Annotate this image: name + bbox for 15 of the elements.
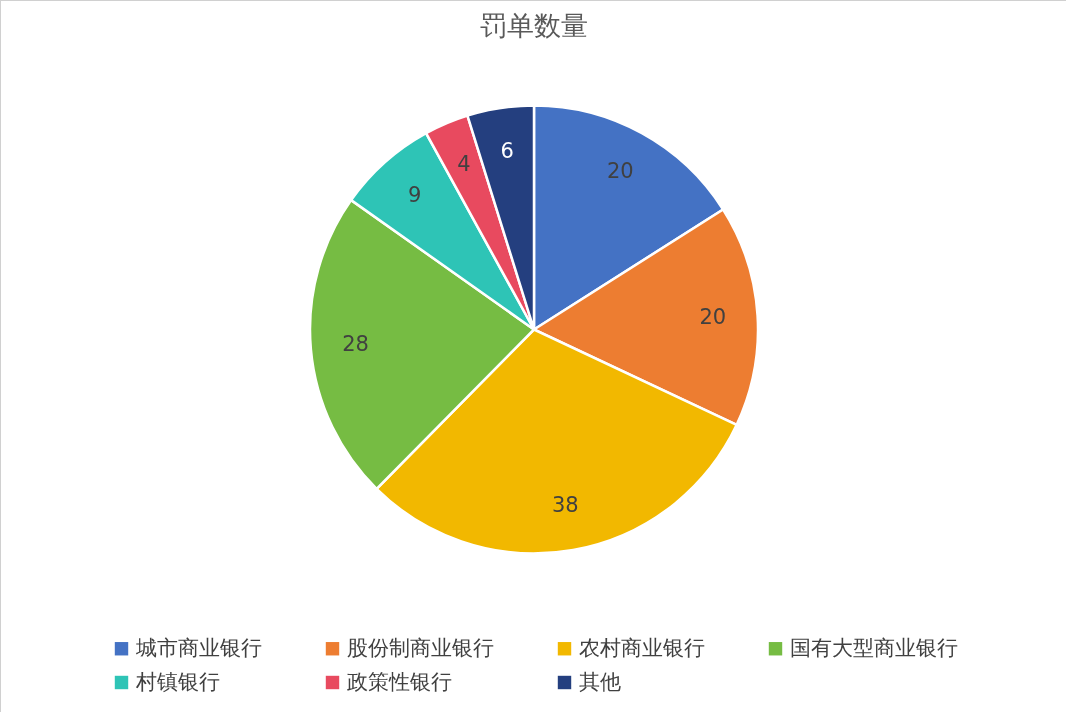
data-label: 4 — [457, 151, 471, 176]
data-label: 9 — [407, 182, 422, 207]
data-label: 28 — [342, 332, 369, 357]
data-label: 6 — [500, 139, 514, 164]
data-label: 38 — [552, 492, 579, 517]
legend-label: 国有大型商业银行 — [790, 635, 958, 660]
legend-label: 城市商业银行 — [135, 635, 262, 660]
data-label: 20 — [606, 159, 634, 184]
legend-label: 村镇银行 — [135, 669, 220, 694]
legend-label: 农村商业银行 — [579, 635, 705, 660]
legend-label: 其他 — [579, 669, 621, 694]
data-label: 20 — [699, 305, 727, 330]
legend-label: 政策性银行 — [347, 669, 452, 694]
chart-title: 罚单数量 — [480, 10, 588, 41]
legend-label: 股份制商业银行 — [347, 635, 494, 660]
